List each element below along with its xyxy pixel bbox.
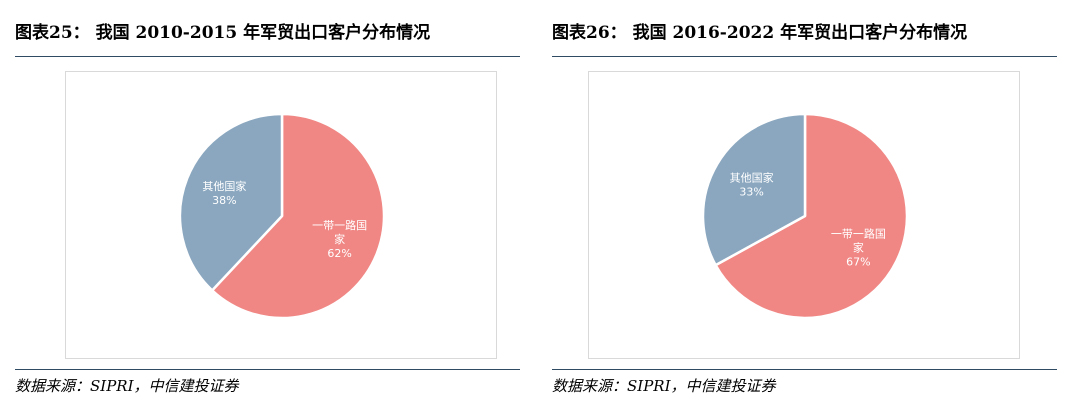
slice-category-label: 一带一路国 (312, 219, 367, 232)
figure-title: 图表25： 我国 2010-2015 年军贸出口客户分布情况 (15, 23, 431, 43)
pie-slice (701, 112, 807, 267)
figure-title: 图表26： 我国 2016-2022 年军贸出口客户分布情况 (552, 23, 968, 43)
slice-category-label: 家 (853, 241, 864, 255)
slice-value-label: 62% (327, 247, 351, 260)
pie-slice (178, 112, 284, 292)
source-divider (552, 369, 1057, 370)
slice-value-label: 33% (739, 185, 763, 198)
figure-panel-right: 图表26： 我国 2016-2022 年军贸出口客户分布情况 一带一路国家 67%… (552, 0, 1057, 413)
slice-value-label: 67% (846, 256, 870, 269)
source-note: 数据来源：SIPRI，中信建投证券 (552, 377, 776, 395)
source-note: 数据来源：SIPRI，中信建投证券 (15, 377, 239, 395)
pie-chart-frame: 一带一路国家 67% 其他国家 33% (588, 71, 1020, 359)
pie-chart-frame: 一带一路国家 62% 其他国家 38% (65, 71, 497, 359)
slice-category-label: 其他国家 (730, 170, 774, 184)
source-divider (15, 369, 520, 370)
pie-slice (714, 112, 909, 320)
figure-panel-left: 图表25： 我国 2010-2015 年军贸出口客户分布情况 一带一路国家 62%… (15, 0, 520, 413)
slice-category-label: 家 (334, 232, 345, 246)
slice-category-label: 其他国家 (202, 179, 246, 193)
title-divider (552, 56, 1057, 57)
pie-slice (210, 112, 386, 320)
slice-value-label: 38% (212, 194, 236, 207)
title-divider (15, 56, 520, 57)
slice-category-label: 一带一路国 (831, 228, 886, 241)
